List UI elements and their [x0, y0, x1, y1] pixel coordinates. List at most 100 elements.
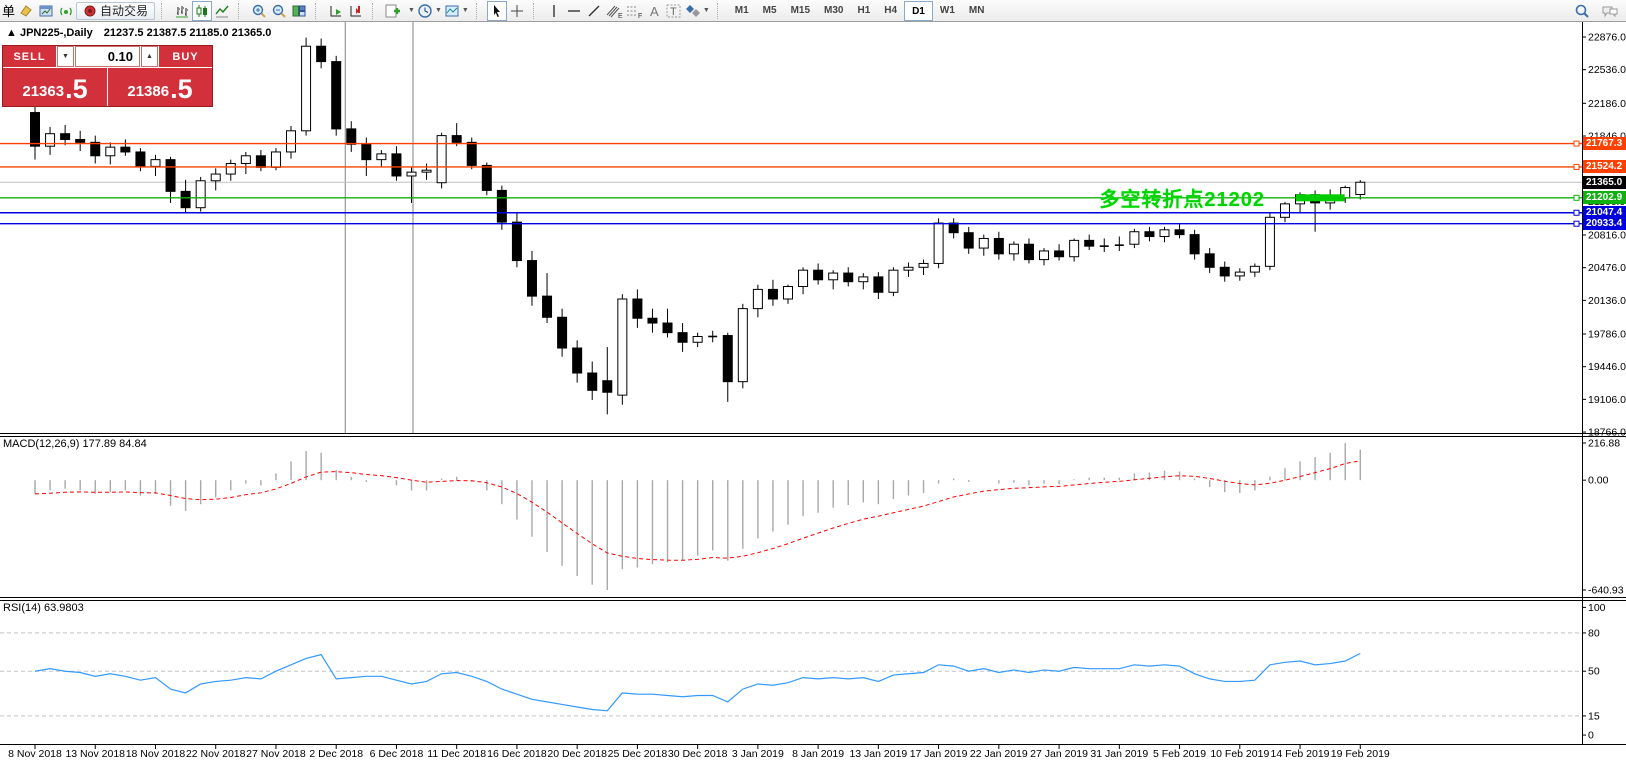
text-tool-button[interactable]: A: [644, 1, 664, 21]
svg-text:-640.93: -640.93: [1588, 584, 1624, 596]
date-label: 2 Dec 2018: [309, 748, 363, 760]
horizontal-line-objects[interactable]: [0, 140, 1582, 227]
svg-text:21506.0: 21506.0: [1588, 163, 1626, 175]
toolbar-separator: [372, 2, 379, 19]
green-trend-segment[interactable]: [1296, 194, 1345, 202]
text-icon: A: [650, 4, 659, 19]
svg-text:22186.0: 22186.0: [1588, 98, 1626, 110]
timeframe-button-m30[interactable]: M30: [824, 4, 844, 16]
buy-price-frac: .5: [170, 74, 193, 104]
history-center-icon[interactable]: [16, 1, 36, 21]
svg-text:0: 0: [1588, 730, 1594, 742]
date-label: 13 Nov 2018: [65, 748, 125, 760]
tile-windows-button[interactable]: [289, 1, 309, 21]
timeframe-button-mn[interactable]: MN: [968, 4, 985, 16]
svg-text:15: 15: [1588, 710, 1600, 722]
tile-windows-icon: [292, 5, 306, 16]
fibonacci-tool-button[interactable]: F: [624, 1, 644, 21]
vertical-line-icon: [553, 4, 555, 17]
timeframe-button-m5[interactable]: M5: [762, 4, 777, 16]
horizontal-line-tool-button[interactable]: [564, 1, 584, 21]
template-button[interactable]: ▼: [443, 1, 470, 21]
search-icon: [1575, 4, 1589, 18]
date-label: 14 Feb 2019: [1271, 748, 1330, 760]
period-button[interactable]: ▼: [416, 1, 443, 21]
toolbar-separator: [475, 2, 483, 19]
timeframe-toolbar: M1 M5 M15 M30 H1 H4 D1 W1 MN: [728, 0, 992, 21]
rsi-indicator-label: RSI(14) 63.9803: [3, 602, 84, 614]
annotation-text[interactable]: 多空转折点21202: [1099, 189, 1265, 211]
timeframe-button-h4[interactable]: H4: [884, 4, 898, 16]
vertical-line-objects[interactable]: [344, 22, 414, 433]
sell-price-main: 21363: [22, 83, 65, 100]
svg-text:22536.0: 22536.0: [1588, 64, 1626, 76]
trendline-icon: [588, 5, 600, 16]
timeframe-button-m1[interactable]: M1: [734, 4, 749, 16]
bar-chart-type-button[interactable]: [172, 1, 192, 21]
trendline-tool-button[interactable]: [584, 1, 604, 21]
svg-text:E: E: [618, 13, 623, 19]
new-order-button[interactable]: 单: [2, 4, 16, 19]
auto-scroll-button[interactable]: [326, 1, 346, 21]
svg-text:20816.0: 20816.0: [1588, 229, 1626, 241]
new-chart-button[interactable]: ▼: [383, 1, 416, 21]
dropdown-caret: ▼: [702, 7, 710, 14]
arrows-tool-button[interactable]: ▼: [684, 1, 711, 21]
signals-icon[interactable]: [56, 1, 76, 21]
cursor-tool-button[interactable]: [486, 0, 507, 21]
date-label: 13 Jan 2019: [849, 748, 907, 760]
timeframe-button-h1[interactable]: H1: [857, 4, 871, 16]
date-label: 16 Dec 2018: [487, 748, 547, 760]
vertical-line-tool-button[interactable]: [544, 1, 564, 21]
channel-tool-button[interactable]: E: [604, 1, 624, 21]
candlestick-icon: [196, 4, 208, 17]
chart-shift-button[interactable]: [346, 1, 366, 21]
sell-price-frac: .5: [65, 74, 88, 104]
volume-decrease-button[interactable]: ▼: [57, 46, 74, 67]
svg-text:19446.0: 19446.0: [1588, 361, 1626, 373]
svg-text:T: T: [670, 6, 677, 18]
rsi-pane: 100 80 50 15 0: [0, 602, 1606, 742]
timeframe-button-m15[interactable]: M15: [790, 4, 811, 16]
clock-icon: [418, 3, 432, 18]
new-chart-icon: [385, 4, 401, 17]
dropdown-caret: ▼: [461, 7, 469, 14]
date-label: 25 Dec 2018: [608, 748, 668, 760]
sell-button[interactable]: SELL: [3, 46, 56, 67]
timeframe-button-d1[interactable]: D1: [904, 0, 933, 21]
date-label: 20 Dec 2018: [547, 748, 607, 760]
buy-price-button[interactable]: 21386 .5: [108, 68, 212, 106]
text-label-tool-button[interactable]: T: [664, 1, 684, 21]
date-label: 11 Dec 2018: [427, 748, 486, 760]
toolbar-separator: [161, 2, 168, 19]
chat-button[interactable]: [1600, 1, 1620, 21]
line-chart-type-button[interactable]: [212, 1, 232, 21]
autotrading-button[interactable]: 自动交易: [76, 1, 156, 20]
chat-icon: [1602, 6, 1618, 18]
crosshair-tool-button[interactable]: [507, 1, 527, 21]
toolbar-separator: [315, 2, 322, 19]
buy-price-main: 21386: [127, 83, 170, 100]
buy-button[interactable]: BUY: [159, 46, 212, 67]
date-label: 22 Nov 2018: [186, 748, 246, 760]
search-button[interactable]: [1572, 1, 1592, 21]
zoom-in-button[interactable]: [249, 1, 269, 21]
market-watch-icon[interactable]: [36, 1, 56, 21]
price-axis[interactable]: 22876.0 22536.0 22186.0 21846.0 21506.0 21166…: [1582, 31, 1626, 439]
date-label: 18 Nov 2018: [126, 748, 186, 760]
date-label: 3 Jan 2019: [732, 748, 784, 760]
candlestick-chart-type-button[interactable]: [192, 0, 213, 21]
collapse-arrow-icon[interactable]: ▲: [6, 27, 17, 39]
volume-input[interactable]: 0.10: [75, 46, 140, 67]
arrows-icon: [685, 4, 700, 17]
sell-price-button[interactable]: 21363 .5: [3, 68, 107, 106]
dropdown-caret: ▼: [408, 7, 415, 14]
timeframe-button-w1[interactable]: W1: [939, 4, 955, 16]
fibonacci-icon: F: [626, 6, 642, 19]
date-label: 8 Jan 2019: [792, 748, 844, 760]
zoom-out-button[interactable]: [269, 1, 289, 21]
time-axis[interactable]: 8 Nov 2018 13 Nov 2018 18 Nov 2018 22 Nov 2…: [8, 745, 1390, 760]
auto-scroll-icon: [330, 5, 342, 16]
volume-increase-button[interactable]: ▲: [141, 46, 158, 67]
